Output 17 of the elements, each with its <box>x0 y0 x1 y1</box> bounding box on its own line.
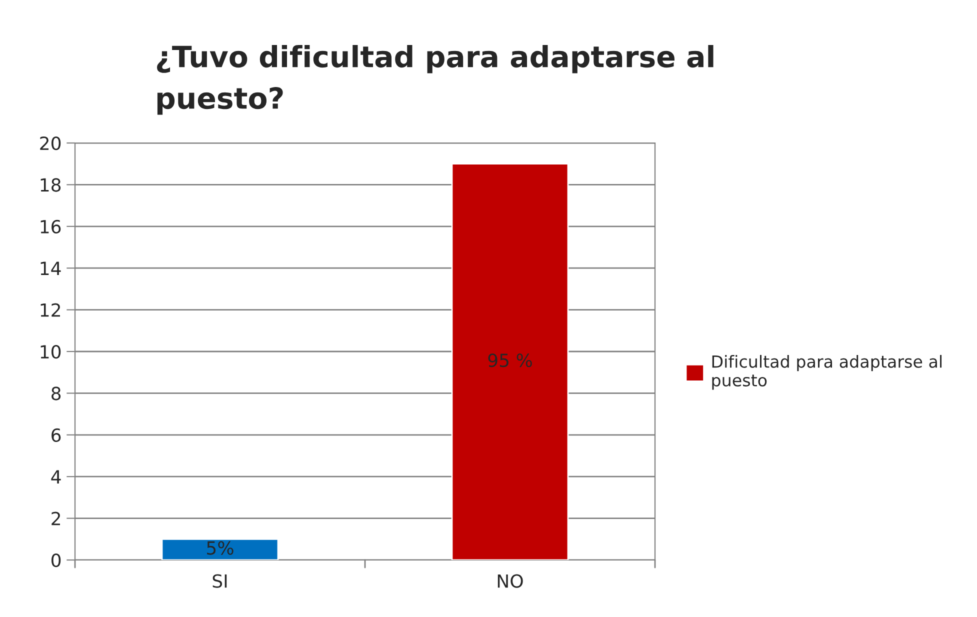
annotation: 95 % <box>488 354 532 368</box>
y-tick-label: 10 <box>40 344 61 359</box>
y-tick-label: 14 <box>40 262 61 275</box>
y-tick-label: 2 <box>52 512 60 526</box>
y-tick-label: 0 <box>52 553 61 568</box>
y-tick-label: 18 <box>40 178 61 192</box>
x-tick-label: SI <box>212 574 227 588</box>
y-tick-label: 6 <box>52 428 61 442</box>
x-tick-label: NO <box>498 574 523 588</box>
legend-label: Dificultad para adaptarse al puesto <box>712 354 942 390</box>
chart-title: ¿Tuvo dificultad para adaptarse al puesto? <box>157 45 714 115</box>
annotation: 5% <box>207 541 234 555</box>
y-tick-label: 16 <box>40 220 61 234</box>
y-tick-label: 8 <box>52 386 61 400</box>
y-tick-label: 12 <box>40 303 60 317</box>
y-tick-label: 20 <box>40 136 61 150</box>
y-tick-label: 4 <box>51 470 61 484</box>
